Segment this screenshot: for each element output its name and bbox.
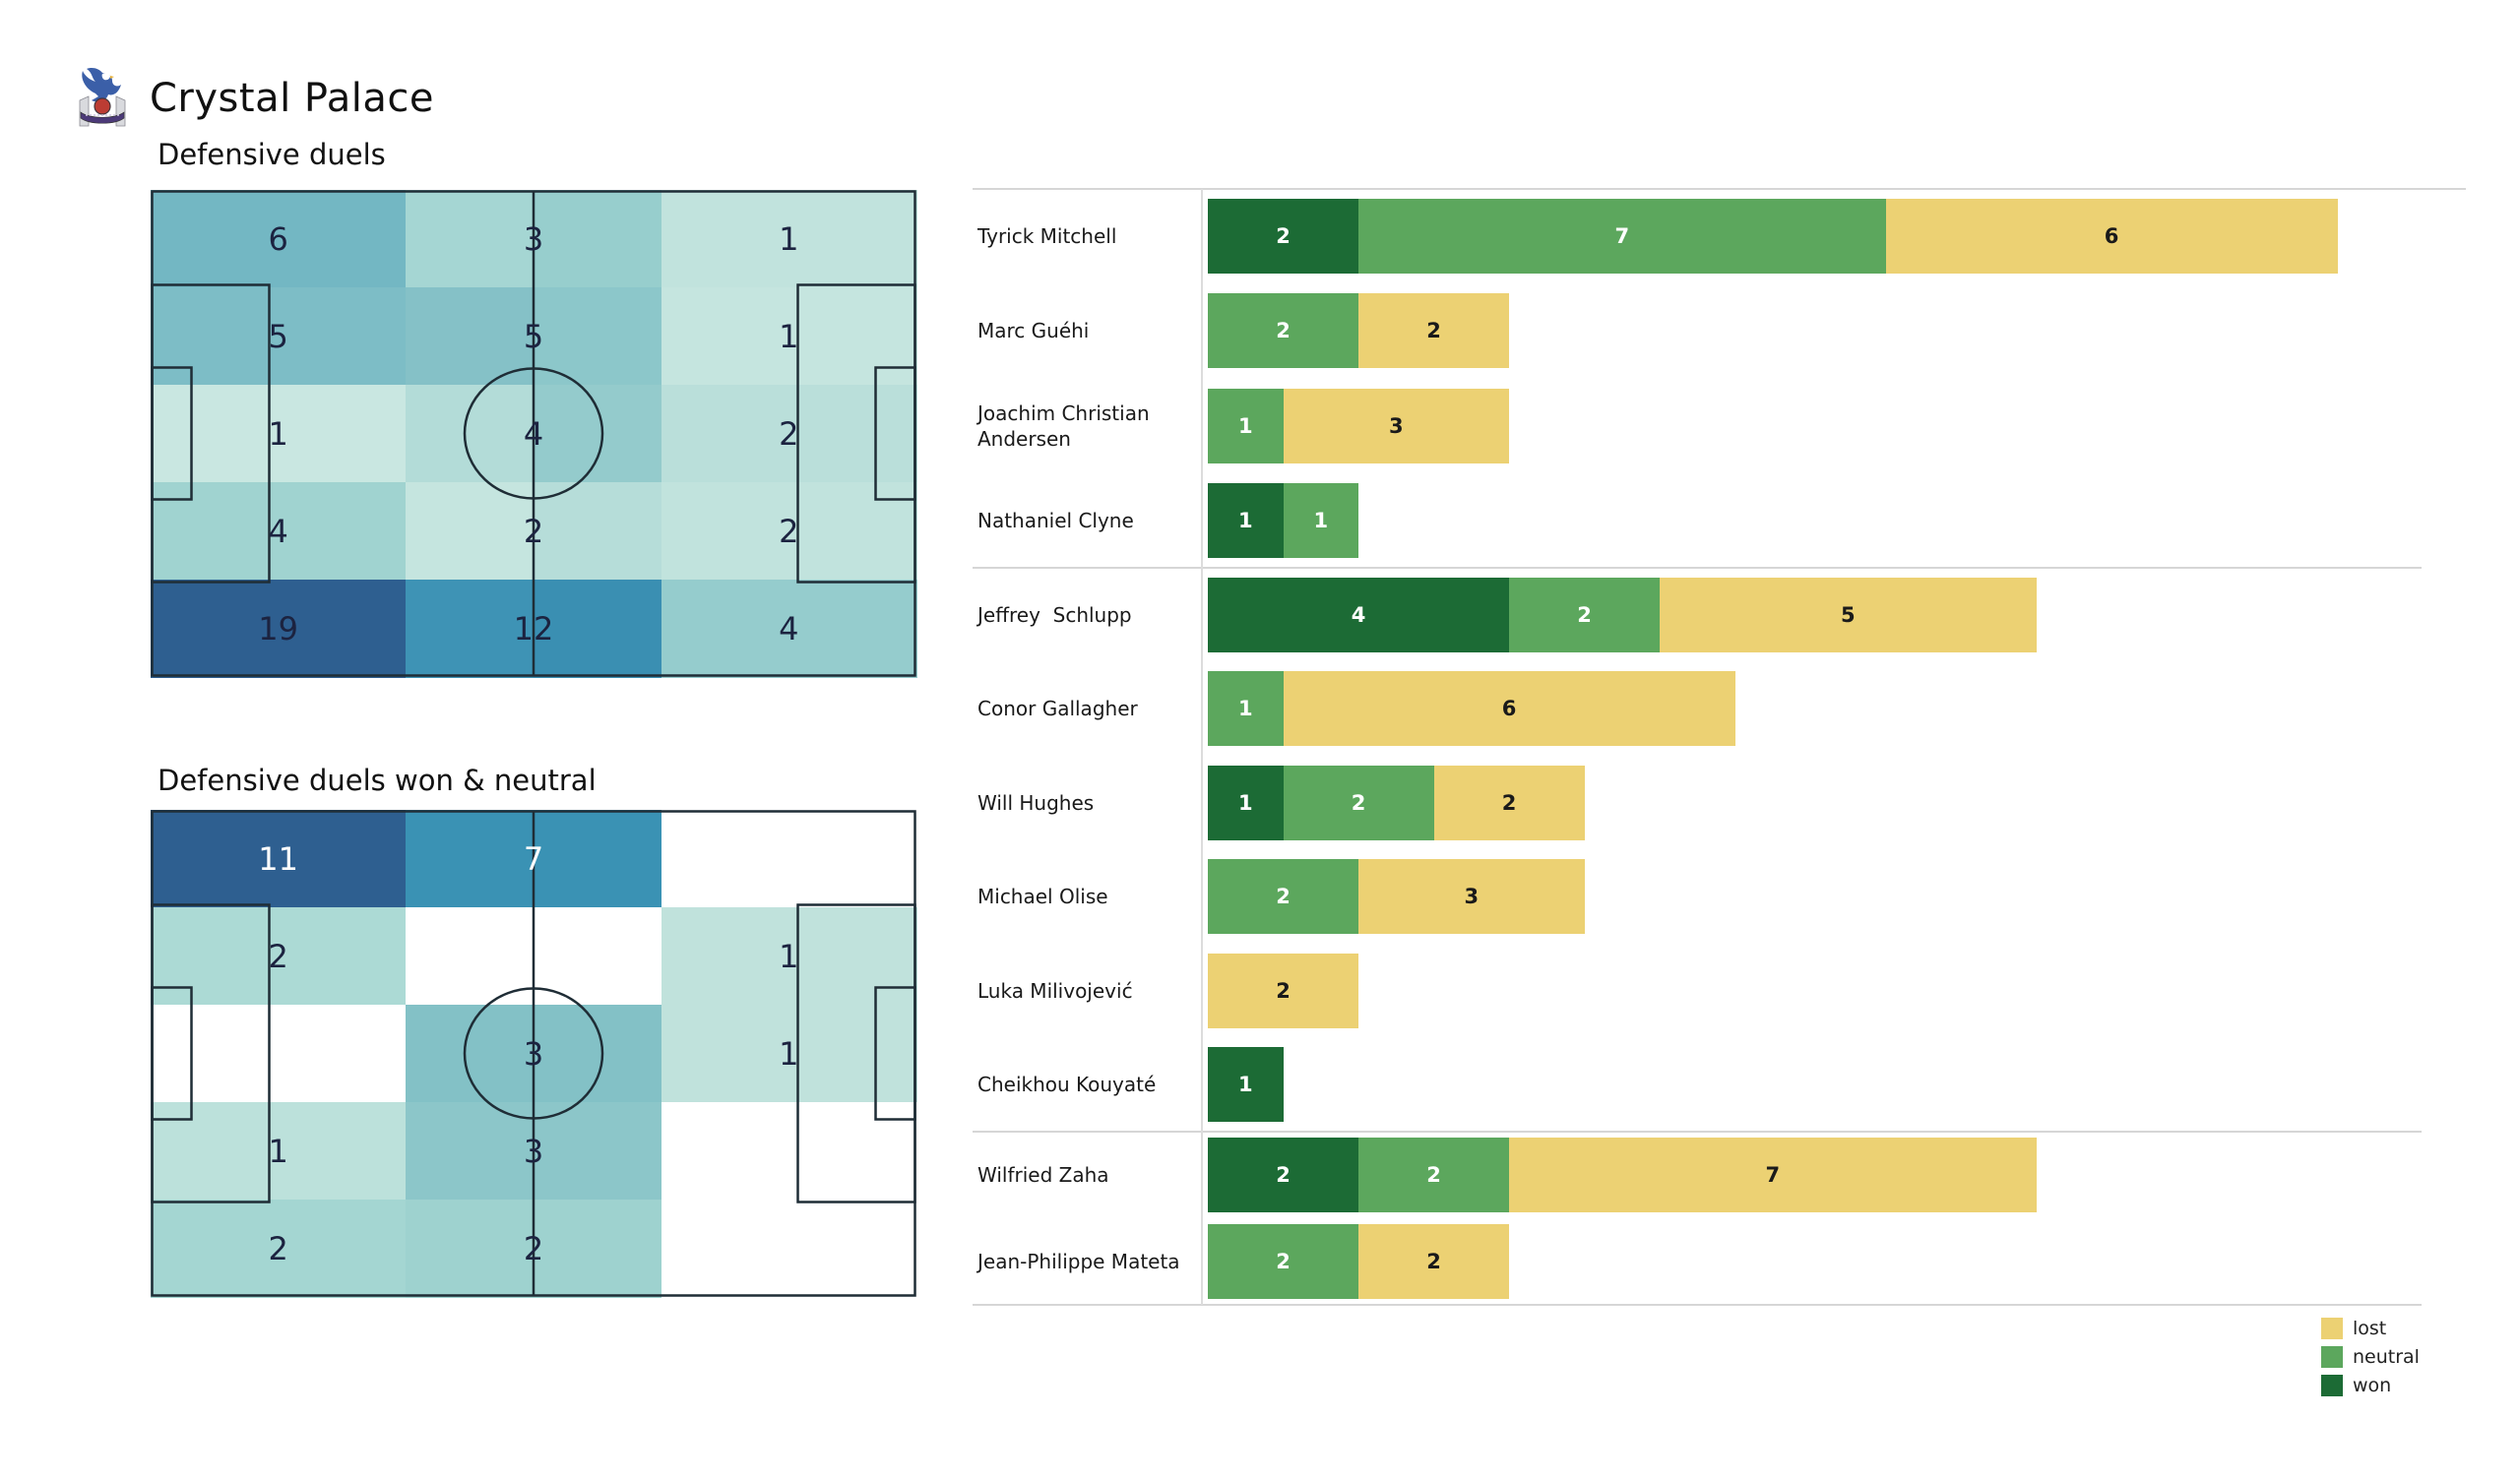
heatmap-value: 2 xyxy=(779,414,799,453)
heatmap-cell xyxy=(788,810,917,908)
duel-bar-segment-won: 1 xyxy=(1208,482,1284,558)
heatmap-value: 1 xyxy=(268,1132,288,1170)
duel-bar-segment-neutral: 2 xyxy=(1358,1138,1509,1212)
duel-bar-segment-neutral: 2 xyxy=(1509,577,1660,652)
heatmap-cell xyxy=(788,1102,917,1201)
duel-bar-segment-won: 1 xyxy=(1208,1047,1284,1123)
heatmap-value: 12 xyxy=(513,609,554,648)
duel-bar-segment-won: 2 xyxy=(1208,199,1358,275)
duel-bar-segment-lost: 3 xyxy=(1358,859,1585,935)
legend-swatch-won xyxy=(2321,1375,2343,1396)
heatmap-value: 2 xyxy=(779,512,799,550)
duel-bar-segment-neutral: 7 xyxy=(1358,199,1886,275)
group-separator-line xyxy=(973,1304,2422,1306)
duel-bar-segment-neutral: 2 xyxy=(1283,765,1434,840)
duel-bar-segment-won: 1 xyxy=(1208,765,1284,840)
duel-bar-segment-lost: 2 xyxy=(1208,953,1358,1028)
group-separator-line xyxy=(973,567,2422,569)
heatmap-cell xyxy=(406,907,535,1006)
heatmap-cell xyxy=(661,810,790,908)
heatmap-value: 1 xyxy=(779,219,799,258)
heatmap-cell xyxy=(661,1200,790,1298)
duel-bar-segment-neutral: 2 xyxy=(1208,293,1358,369)
legend-swatch-lost xyxy=(2321,1318,2343,1339)
duel-bar-segment-won: 4 xyxy=(1208,577,1509,652)
page-title: Crystal Palace xyxy=(150,76,434,121)
heatmap-value: 3 xyxy=(523,1132,544,1170)
pitch-heatmap-defensive-duels: 6 3 1 5 5 1 1 4 2 4 2 2 19 12 4 xyxy=(151,190,917,678)
heatmap-value: 4 xyxy=(523,414,544,453)
heatmap-value: 5 xyxy=(523,317,544,355)
duel-bar-segment-neutral: 1 xyxy=(1208,388,1284,463)
heatmap-cell xyxy=(278,1005,408,1103)
heatmap-value: 19 xyxy=(258,609,299,648)
player-name-label: Tyrick Mitchell xyxy=(977,224,1117,249)
pitch-heatmap-duels-won-neutral: 11 7 2 1 3 1 1 3 2 2 xyxy=(151,810,917,1298)
heatmap-cell xyxy=(661,1102,790,1201)
player-name-label: Joachim Christian Andersen xyxy=(977,401,1156,451)
pitch2-title: Defensive duels won & neutral xyxy=(158,764,597,797)
duel-bar-segment-lost: 2 xyxy=(1358,1224,1509,1299)
legend-swatch-neutral xyxy=(2321,1346,2343,1368)
heatmap-value: 2 xyxy=(523,1229,544,1267)
heatmap-value: 5 xyxy=(268,317,288,355)
pitch1-title: Defensive duels xyxy=(158,138,386,171)
heatmap-cell xyxy=(151,1005,280,1103)
duel-bar-segment-lost: 3 xyxy=(1283,388,1509,463)
player-name-label: Jeffrey Schlupp xyxy=(977,602,1132,627)
legend-label: neutral xyxy=(2353,1346,2420,1368)
heatmap-value: 2 xyxy=(268,1229,288,1267)
player-name-label: Conor Gallagher xyxy=(977,697,1138,721)
duel-bar-segment-lost: 2 xyxy=(1358,293,1509,369)
heatmap-value: 4 xyxy=(268,512,288,550)
duel-bar-segment-neutral: 2 xyxy=(1208,1224,1358,1299)
player-name-label: Jean-Philippe Mateta xyxy=(977,1250,1180,1273)
heatmap-cell xyxy=(534,907,662,1006)
legend-item-lost: lost xyxy=(2321,1318,2386,1339)
group-separator-line xyxy=(973,1131,2422,1133)
player-name-label: Nathaniel Clyne xyxy=(977,508,1134,532)
duel-bar-segment-won: 2 xyxy=(1208,1138,1358,1212)
player-name-label: Wilfried Zaha xyxy=(977,1163,1109,1187)
heatmap-value: 1 xyxy=(779,317,799,355)
duel-bar-segment-neutral: 2 xyxy=(1208,859,1358,935)
heatmap-value: 11 xyxy=(258,839,299,878)
legend-label: lost xyxy=(2353,1318,2387,1339)
axis-line xyxy=(1201,189,1203,1305)
duel-bar-segment-lost: 6 xyxy=(1283,671,1735,747)
crystal-palace-crest-icon xyxy=(79,68,126,127)
duel-bar-segment-lost: 5 xyxy=(1660,577,2037,652)
heatmap-value: 4 xyxy=(779,609,799,648)
heatmap-value: 1 xyxy=(268,414,288,453)
heatmap-value: 1 xyxy=(779,1034,799,1073)
player-name-label: Will Hughes xyxy=(977,790,1095,815)
player-name-label: Cheikhou Kouyaté xyxy=(977,1073,1157,1097)
heatmap-value: 2 xyxy=(523,512,544,550)
legend-item-neutral: neutral xyxy=(2321,1346,2420,1368)
heatmap-cell xyxy=(788,1200,917,1298)
duel-bar-segment-neutral: 1 xyxy=(1283,482,1358,558)
player-name-label: Luka Milivojević xyxy=(977,978,1133,1003)
duel-bar-segment-lost: 7 xyxy=(1509,1138,2037,1212)
player-name-label: Michael Olise xyxy=(977,885,1108,909)
duel-bar-segment-lost: 6 xyxy=(1885,199,2338,275)
player-name-label: Marc Guéhi xyxy=(977,319,1090,343)
duel-bar-segment-lost: 2 xyxy=(1433,765,1585,840)
group-separator-line xyxy=(973,188,2466,190)
legend-item-won: won xyxy=(2321,1375,2391,1396)
legend-label: won xyxy=(2353,1375,2392,1396)
club-header: Crystal Palace xyxy=(77,65,434,132)
heatmap-value: 7 xyxy=(523,839,544,878)
heatmap-value: 2 xyxy=(268,937,288,975)
heatmap-value: 1 xyxy=(779,937,799,975)
heatmap-value: 6 xyxy=(268,219,288,258)
heatmap-value: 3 xyxy=(523,1034,544,1073)
heatmap-value: 3 xyxy=(523,219,544,258)
duel-bar-segment-neutral: 1 xyxy=(1208,671,1284,747)
